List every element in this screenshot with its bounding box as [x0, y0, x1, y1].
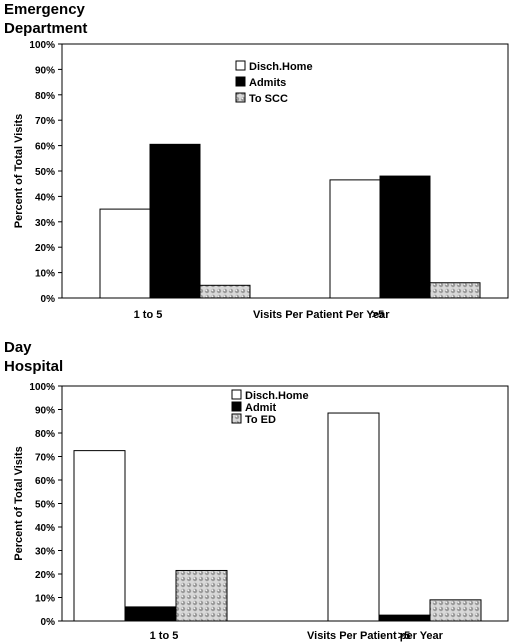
y-tick-label: 100%: [29, 382, 55, 393]
legend-swatch: [235, 76, 246, 87]
y-tick-label: 0%: [41, 294, 56, 305]
x-tick-label: 1 to 5: [134, 309, 163, 321]
y-tick-label: 20%: [35, 243, 55, 254]
chart-title-line: Emergency: [4, 1, 85, 18]
y-tick-label: 40%: [35, 192, 55, 203]
legend-swatch: [231, 401, 242, 412]
bar-to-ed: [175, 569, 228, 622]
x-tick-label: >5: [372, 309, 385, 321]
y-tick-label: 70%: [35, 116, 55, 127]
y-tick-label: 30%: [35, 218, 55, 229]
y-axis-label: Percent of Total Visits: [13, 446, 25, 561]
bar-admits: [149, 143, 201, 299]
legend-label: To SCC: [249, 93, 288, 105]
bar-disch-home: [99, 208, 151, 299]
x-tick-label: >5: [398, 630, 411, 642]
y-tick-label: 60%: [35, 142, 55, 153]
y-tick-label: 60%: [35, 476, 55, 487]
legend-label: Disch.Home: [249, 61, 313, 73]
bar-to-scc: [199, 284, 251, 299]
x-axis-label: Visits Per Patient per Year: [307, 630, 444, 642]
plot-area: [61, 385, 509, 622]
bar-disch-home: [327, 412, 380, 622]
bar-admit: [378, 614, 431, 622]
y-tick-label: 40%: [35, 523, 55, 534]
chart-title-line: Day: [4, 339, 32, 356]
legend-swatch: [235, 92, 246, 103]
x-axis-label: Visits Per Patient Per Year: [253, 309, 390, 321]
y-tick-label: 50%: [35, 167, 55, 178]
bar-admit: [124, 606, 177, 622]
legend-label: To ED: [245, 414, 276, 426]
legend-label: Admits: [249, 77, 286, 89]
legend-swatch: [231, 389, 242, 400]
y-tick-label: 20%: [35, 570, 55, 581]
bar-to-scc: [429, 282, 481, 299]
y-tick-label: 100%: [29, 40, 55, 51]
y-tick-label: 30%: [35, 547, 55, 558]
chart-title-line: Hospital: [4, 358, 64, 375]
bar-disch-home: [73, 450, 126, 622]
y-tick-label: 90%: [35, 406, 55, 417]
bar-to-ed: [429, 599, 482, 622]
y-axis-label: Percent of Total Visits: [13, 114, 25, 229]
y-tick-label: 0%: [41, 617, 56, 628]
y-tick-label: 70%: [35, 453, 55, 464]
chart-title-day-hospital: Day Hospital: [4, 338, 63, 376]
y-tick-label: 80%: [35, 91, 55, 102]
y-tick-label: 80%: [35, 429, 55, 440]
y-tick-label: 50%: [35, 500, 55, 511]
bar-admits: [379, 175, 431, 299]
legend-swatch: [231, 413, 242, 424]
x-tick-label: 1 to 5: [150, 630, 179, 642]
y-tick-label: 10%: [35, 594, 55, 605]
chart-title-emergency: Emergency Department: [4, 0, 87, 38]
legend-label: Disch.Home: [245, 390, 309, 402]
y-tick-label: 90%: [35, 65, 55, 76]
bar-disch-home: [329, 179, 381, 299]
legend-label: Admit: [245, 402, 277, 414]
legend-swatch: [235, 60, 246, 71]
chart-title-line: Department: [4, 20, 88, 37]
y-tick-label: 10%: [35, 269, 55, 280]
